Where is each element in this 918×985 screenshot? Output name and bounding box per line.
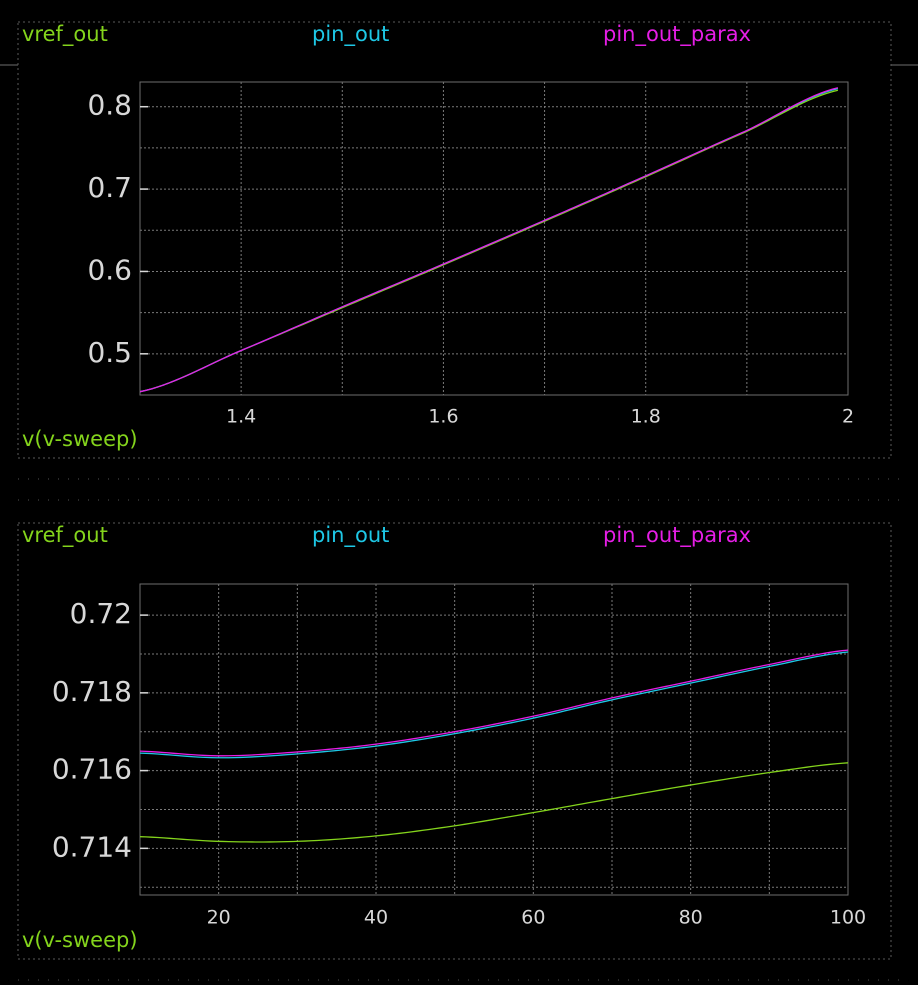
x-tick-label: 60 (521, 907, 545, 929)
y-tick-label: 0.716 (52, 753, 132, 786)
y-tick-label: 0.714 (52, 830, 132, 863)
x-axis-label: v(v-sweep) (22, 427, 138, 451)
legend-label-vref-out[interactable]: vref_out (22, 22, 108, 47)
x-tick-label: 100 (830, 907, 866, 929)
legend-label-pin-out[interactable]: pin_out (312, 523, 389, 548)
y-tick-label: 0.8 (87, 89, 132, 122)
x-tick-label: 1.8 (631, 406, 661, 428)
decorative-lines (0, 64, 918, 981)
y-tick-label: 0.6 (87, 253, 132, 286)
series-line-pin-out[interactable] (140, 651, 848, 759)
x-tick-label: 20 (207, 907, 231, 929)
x-tick-label: 40 (364, 907, 388, 929)
legend-label-vref-out[interactable]: vref_out (22, 523, 108, 548)
series-line-vref-out[interactable] (140, 762, 848, 843)
x-axis-label: v(v-sweep) (22, 928, 138, 952)
series-line-pin-out[interactable] (140, 87, 839, 393)
x-tick-label: 1.6 (428, 406, 458, 428)
series-line-pin-out-parax[interactable] (140, 87, 839, 393)
x-tick-label: 2 (842, 406, 854, 428)
legend-label-pin-out[interactable]: pin_out (312, 22, 389, 47)
y-tick-label: 0.5 (87, 336, 132, 369)
series-line-vref-out[interactable] (140, 89, 839, 393)
panel-frame (17, 21, 892, 459)
plot-panel-bottom[interactable]: vref_out pin_out pin_out_parax 0.714 0.716 0.… (17, 522, 892, 960)
plot-frame (139, 583, 849, 896)
y-tick-label: 0.718 (52, 675, 132, 708)
plot-frame (139, 81, 849, 396)
y-tick-label: 0.72 (70, 597, 132, 630)
legend-label-pin-out-parax[interactable]: pin_out_parax (603, 523, 751, 548)
x-tick-label: 1.4 (226, 406, 256, 428)
y-tick-label: 0.7 (87, 171, 132, 204)
series-line-pin-out-parax[interactable] (140, 649, 848, 757)
plot-panel-top[interactable]: vref_out pin_out pin_out_parax 0.5 0.6 0.7 0.8… (17, 21, 892, 459)
panel-frame (17, 522, 892, 960)
legend-label-pin-out-parax[interactable]: pin_out_parax (603, 22, 751, 47)
x-tick-label: 80 (679, 907, 703, 929)
